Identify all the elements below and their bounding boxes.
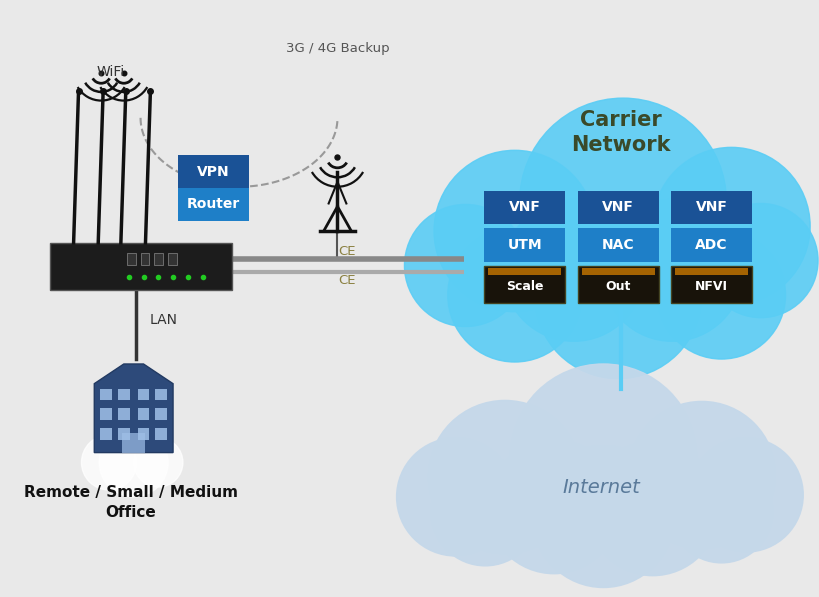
Circle shape bbox=[669, 460, 771, 563]
FancyBboxPatch shape bbox=[577, 266, 658, 303]
Text: WiFi: WiFi bbox=[97, 64, 125, 79]
Circle shape bbox=[688, 438, 803, 552]
Text: Router: Router bbox=[187, 198, 240, 211]
Circle shape bbox=[519, 98, 726, 305]
Text: UTM: UTM bbox=[507, 238, 541, 252]
Circle shape bbox=[502, 199, 644, 341]
Polygon shape bbox=[94, 364, 173, 453]
Text: VNF: VNF bbox=[508, 201, 540, 214]
FancyBboxPatch shape bbox=[671, 190, 751, 224]
Circle shape bbox=[81, 435, 137, 490]
Text: CE: CE bbox=[338, 274, 355, 287]
FancyBboxPatch shape bbox=[140, 253, 149, 264]
FancyBboxPatch shape bbox=[178, 187, 249, 221]
Text: NAC: NAC bbox=[601, 238, 634, 252]
Text: VNF: VNF bbox=[601, 201, 633, 214]
Circle shape bbox=[600, 199, 742, 341]
Text: Remote / Small / Medium
Office: Remote / Small / Medium Office bbox=[24, 485, 238, 520]
Text: CE: CE bbox=[338, 245, 355, 259]
Circle shape bbox=[652, 147, 809, 305]
Circle shape bbox=[396, 438, 514, 556]
Circle shape bbox=[99, 428, 168, 497]
FancyBboxPatch shape bbox=[484, 190, 564, 224]
Circle shape bbox=[447, 228, 581, 362]
Text: Scale: Scale bbox=[505, 279, 543, 293]
Circle shape bbox=[657, 231, 785, 359]
Circle shape bbox=[133, 438, 183, 487]
FancyBboxPatch shape bbox=[155, 389, 167, 401]
Circle shape bbox=[486, 440, 620, 574]
FancyBboxPatch shape bbox=[122, 433, 145, 453]
FancyBboxPatch shape bbox=[50, 243, 232, 290]
FancyBboxPatch shape bbox=[155, 408, 167, 420]
Text: Out: Out bbox=[604, 279, 630, 293]
Circle shape bbox=[404, 204, 526, 327]
FancyBboxPatch shape bbox=[100, 428, 112, 440]
Circle shape bbox=[428, 401, 581, 554]
Circle shape bbox=[534, 211, 701, 378]
FancyBboxPatch shape bbox=[118, 389, 129, 401]
FancyBboxPatch shape bbox=[178, 155, 249, 189]
FancyBboxPatch shape bbox=[100, 389, 112, 401]
Text: Internet: Internet bbox=[562, 478, 640, 497]
FancyBboxPatch shape bbox=[487, 269, 560, 275]
Text: LAN: LAN bbox=[149, 313, 177, 327]
Circle shape bbox=[703, 204, 817, 318]
FancyBboxPatch shape bbox=[155, 428, 167, 440]
FancyBboxPatch shape bbox=[298, 133, 377, 246]
FancyBboxPatch shape bbox=[118, 408, 129, 420]
FancyBboxPatch shape bbox=[127, 253, 135, 264]
Circle shape bbox=[433, 150, 595, 312]
FancyBboxPatch shape bbox=[484, 266, 564, 303]
Circle shape bbox=[509, 364, 696, 551]
Text: Carrier
Network: Carrier Network bbox=[571, 110, 670, 155]
Circle shape bbox=[585, 442, 719, 576]
FancyBboxPatch shape bbox=[154, 253, 163, 264]
FancyBboxPatch shape bbox=[671, 266, 751, 303]
FancyBboxPatch shape bbox=[577, 190, 658, 224]
FancyBboxPatch shape bbox=[484, 228, 564, 261]
FancyBboxPatch shape bbox=[138, 389, 149, 401]
Circle shape bbox=[532, 446, 673, 587]
FancyBboxPatch shape bbox=[577, 228, 658, 261]
FancyBboxPatch shape bbox=[138, 408, 149, 420]
Text: VNF: VNF bbox=[695, 201, 726, 214]
FancyBboxPatch shape bbox=[168, 253, 177, 264]
FancyBboxPatch shape bbox=[671, 228, 751, 261]
Text: 3G / 4G Backup: 3G / 4G Backup bbox=[285, 42, 389, 56]
Text: ADC: ADC bbox=[695, 238, 727, 252]
FancyBboxPatch shape bbox=[581, 269, 654, 275]
FancyBboxPatch shape bbox=[674, 269, 747, 275]
Text: NFVI: NFVI bbox=[695, 279, 727, 293]
FancyBboxPatch shape bbox=[118, 428, 129, 440]
FancyBboxPatch shape bbox=[100, 408, 112, 420]
Circle shape bbox=[431, 457, 539, 566]
Text: VPN: VPN bbox=[197, 165, 229, 179]
FancyBboxPatch shape bbox=[138, 428, 149, 440]
Circle shape bbox=[627, 401, 775, 549]
